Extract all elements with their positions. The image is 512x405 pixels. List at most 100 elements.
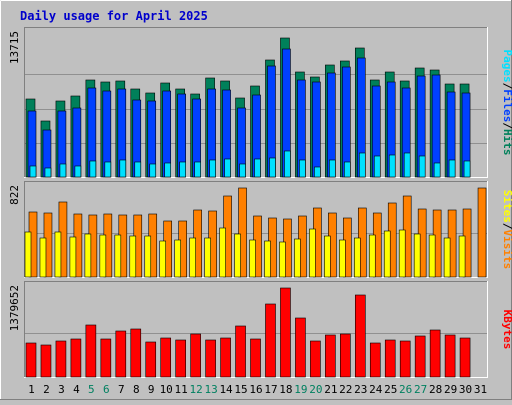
bar-kbytes-day-23 bbox=[354, 294, 366, 378]
x-tick-label-day-11: 11 bbox=[175, 383, 188, 396]
x-axis-labels: 1 2 3 4 5 6 7 8 9 10 11 12 13 14 15 16 17 18 19 20 21 22 23 24 2… bbox=[28, 383, 487, 396]
bar-pages-day-3 bbox=[59, 163, 67, 178]
bar-sites-day-7 bbox=[114, 234, 122, 278]
bars-hits bbox=[25, 37, 471, 178]
bar-pages-day-7 bbox=[119, 159, 127, 178]
bar-pages-day-14 bbox=[224, 158, 231, 178]
legend-label: KBytes bbox=[501, 310, 512, 350]
bar-visits-day-15 bbox=[238, 187, 247, 278]
bar-kbytes-day-30 bbox=[459, 337, 471, 378]
bar-kbytes-day-11 bbox=[175, 339, 186, 378]
bar-kbytes-day-8 bbox=[130, 328, 142, 378]
bar-files-day-28 bbox=[431, 74, 441, 178]
x-tick-label-day-12: 12 bbox=[190, 383, 203, 396]
bar-kbytes-day-24 bbox=[369, 342, 381, 378]
x-tick-label-day-26: 26 bbox=[399, 383, 412, 396]
x-tick-label-day-27: 27 bbox=[414, 383, 427, 396]
x-tick-label-day-18: 18 bbox=[279, 383, 292, 396]
bar-pages-day-22 bbox=[344, 161, 351, 178]
x-tick-label-day-16: 16 bbox=[249, 383, 262, 396]
bar-sites-day-29 bbox=[443, 237, 451, 278]
legend-visits: Sites/Visits bbox=[501, 190, 512, 270]
bar-sites-day-9 bbox=[144, 235, 152, 278]
bar-sites-day-14 bbox=[219, 227, 226, 278]
bar-sites-day-1 bbox=[24, 231, 32, 278]
bar-pages-day-1 bbox=[29, 165, 37, 178]
bar-pages-day-13 bbox=[209, 159, 216, 178]
legend-label: / bbox=[501, 223, 512, 230]
bar-visits-day-31 bbox=[477, 187, 487, 278]
bar-kbytes-day-26 bbox=[399, 340, 411, 378]
bar-pages-day-28 bbox=[433, 162, 441, 178]
bar-sites-day-25 bbox=[383, 230, 391, 278]
bar-sites-day-24 bbox=[368, 234, 376, 278]
x-tick-label-day-7: 7 bbox=[118, 383, 125, 396]
bar-pages-day-25 bbox=[388, 154, 396, 178]
bar-sites-day-13 bbox=[204, 237, 211, 278]
bar-kbytes-day-6 bbox=[100, 338, 112, 378]
bar-sites-day-6 bbox=[99, 234, 107, 278]
bar-pages-day-20 bbox=[314, 166, 321, 178]
x-tick-label-day-6: 6 bbox=[103, 383, 110, 396]
bar-kbytes-day-15 bbox=[235, 325, 246, 378]
bar-kbytes-day-7 bbox=[115, 330, 127, 378]
bar-kbytes-day-2 bbox=[40, 344, 52, 378]
bar-sites-day-5 bbox=[84, 233, 92, 278]
bar-pages-day-19 bbox=[299, 159, 306, 178]
bar-pages-day-29 bbox=[448, 159, 456, 178]
bar-sites-day-23 bbox=[353, 237, 361, 278]
x-tick-label-day-3: 3 bbox=[58, 383, 65, 396]
legend-separator: / bbox=[501, 122, 512, 129]
bar-sites-day-16 bbox=[249, 239, 256, 278]
bar-kbytes-day-18 bbox=[280, 287, 291, 378]
legend-kbytes: KBytes bbox=[501, 310, 512, 350]
bar-kbytes-day-13 bbox=[205, 339, 216, 378]
bar-kbytes-day-27 bbox=[414, 335, 426, 378]
bar-kbytes-day-5 bbox=[85, 324, 97, 378]
bar-pages-day-12 bbox=[194, 161, 201, 178]
x-tick-label-day-2: 2 bbox=[43, 383, 50, 396]
bar-pages-day-15 bbox=[239, 163, 246, 178]
bar-sites-day-11 bbox=[174, 239, 181, 278]
x-tick-label-day-1: 1 bbox=[28, 383, 35, 396]
panel-kbytes: 1379652 KBytes bbox=[8, 281, 512, 378]
x-tick-label-day-9: 9 bbox=[148, 383, 155, 396]
bar-sites-day-22 bbox=[339, 239, 346, 278]
bars-visits bbox=[24, 187, 487, 278]
bar-kbytes-day-25 bbox=[384, 339, 396, 378]
bar-pages-day-11 bbox=[179, 161, 186, 178]
legend-label: Visits bbox=[501, 230, 512, 270]
x-tick-label-day-14: 14 bbox=[219, 383, 233, 396]
y-axis-max-label: 822 bbox=[8, 185, 21, 205]
x-tick-label-day-24: 24 bbox=[369, 383, 383, 396]
bar-kbytes-day-16 bbox=[250, 338, 261, 378]
x-tick-label-day-21: 21 bbox=[324, 383, 337, 396]
bar-kbytes-day-4 bbox=[70, 338, 82, 378]
bar-pages-day-17 bbox=[269, 157, 276, 178]
bar-pages-day-9 bbox=[149, 163, 157, 178]
bar-kbytes-day-14 bbox=[220, 337, 231, 378]
bar-pages-day-5 bbox=[89, 160, 97, 178]
bar-sites-day-30 bbox=[458, 235, 466, 278]
x-tick-label-day-17: 17 bbox=[264, 383, 277, 396]
bar-sites-day-27 bbox=[413, 233, 421, 278]
chart-panels: 13715Pages/Files/Hits822Sites/Visits1379… bbox=[8, 27, 512, 378]
legend-label: Files bbox=[501, 89, 512, 122]
bar-sites-day-19 bbox=[294, 238, 301, 278]
x-tick-label-day-22: 22 bbox=[339, 383, 352, 396]
bar-pages-day-10 bbox=[164, 162, 172, 178]
x-tick-label-day-23: 23 bbox=[354, 383, 367, 396]
x-tick-label-day-10: 10 bbox=[160, 383, 173, 396]
bar-pages-day-23 bbox=[358, 152, 366, 178]
panel-visits: 822 Sites/Visits bbox=[8, 181, 512, 278]
bar-sites-day-20 bbox=[309, 228, 316, 278]
bar-sites-day-28 bbox=[428, 234, 436, 278]
bar-kbytes-day-12 bbox=[190, 333, 201, 378]
legend-hits: Pages/Files/Hits bbox=[501, 50, 512, 156]
bar-sites-day-8 bbox=[129, 235, 137, 278]
bar-sites-day-15 bbox=[234, 233, 241, 278]
bar-sites-day-3 bbox=[54, 231, 62, 278]
bar-pages-day-8 bbox=[134, 161, 142, 178]
x-tick-label-day-31: 31 bbox=[474, 383, 487, 396]
